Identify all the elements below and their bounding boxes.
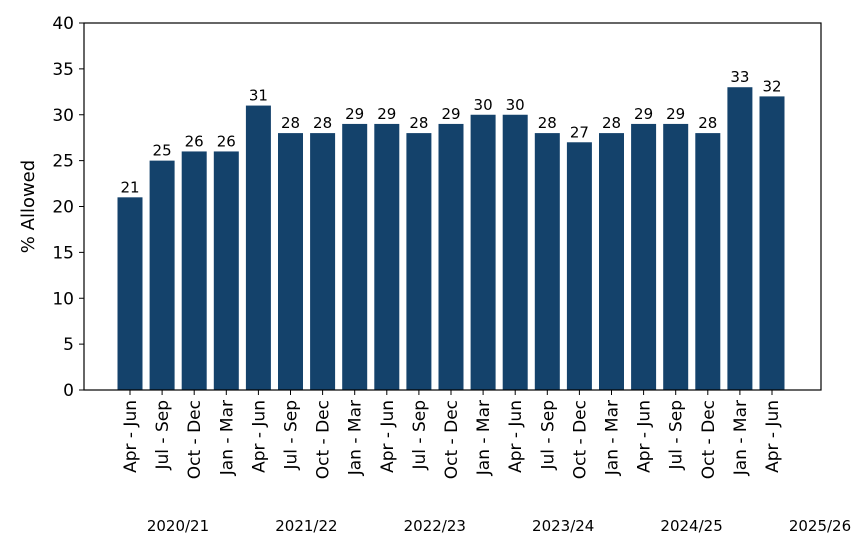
bar-value-label: 29 [441,105,460,123]
y-tick-label: 30 [52,106,74,126]
bar [502,114,528,390]
bar [117,197,143,390]
bar-value-label: 33 [730,68,749,86]
bar [759,96,785,391]
x-tick-label: Jul - Sep [282,400,302,471]
bar [599,133,624,390]
bar-value-label: 30 [474,96,493,114]
y-axis-title: % Allowed [18,160,39,253]
year-groups: 2020/21 2021/22 2022/23 2023/24 2024/25 2025/… [147,517,851,535]
bar [213,151,239,390]
bar-value-label: 31 [249,87,268,105]
x-tick-label: Jan - Mar [217,400,237,476]
x-tick-label: Oct - Dec [314,400,334,479]
year-group-label: 2022/23 [404,517,466,535]
bar [310,133,336,390]
x-tick-label: Apr - Jun [249,400,269,473]
bar [566,142,592,390]
y-tick-label: 0 [63,381,74,401]
x-tick-label: Apr - Jun [635,400,655,473]
year-group-label: 2020/21 [147,517,209,535]
bar [278,133,303,390]
x-tick-label: Apr - Jun [378,400,398,473]
bar-value-label: 26 [217,132,236,150]
bar [245,105,271,390]
year-group-label: 2024/25 [660,517,722,535]
data-labels-layer: 21 25 26 26 31 28 28 29 29 28 29 30 30 28 27 28 29 29 28 33… [120,68,781,196]
bar-value-label: 29 [377,105,396,123]
x-tick-label: Jan - Mar [346,400,366,476]
bar [727,87,753,390]
bar-value-label: 21 [120,178,139,196]
x-tick-label: Oct - Dec [442,400,462,479]
bar [374,123,400,391]
bar-value-label: 25 [153,142,172,160]
bar [470,114,496,390]
bar [438,123,464,391]
bar-value-label: 28 [602,114,621,132]
x-tick-label: Jul - Sep [538,400,558,471]
bar-value-label: 29 [345,105,364,123]
x-tick-label: Jul - Sep [153,400,173,471]
bar-value-label: 28 [313,114,332,132]
y-tick-label: 5 [63,335,74,355]
x-tick-label: Oct - Dec [185,400,205,479]
bar-value-label: 32 [762,77,781,95]
y-tick-label: 35 [52,60,74,80]
bar-value-label: 27 [570,123,589,141]
x-tick-label: Apr - Jun [121,400,141,473]
bar [149,160,175,390]
year-group-label: 2023/24 [532,517,594,535]
y-axis: 0 5 10 15 20 25 30 35 40 [52,14,84,401]
bar-value-label: 28 [281,114,300,132]
x-tick-label: Jan - Mar [603,400,623,476]
bar [406,133,432,390]
bar-value-label: 28 [698,114,717,132]
y-tick-label: 10 [52,289,74,309]
year-group-label: 2021/22 [275,517,337,535]
y-tick-label: 15 [52,243,74,263]
bar-value-label: 28 [409,114,428,132]
x-tick-label: Jan - Mar [731,400,751,476]
bar-value-label: 29 [634,105,653,123]
bar-value-label: 30 [506,96,525,114]
x-tick-label: Oct - Dec [699,400,719,479]
bars-layer [117,87,785,391]
bar [663,123,689,391]
x-tick-label: Jan - Mar [474,400,494,476]
y-tick-label: 20 [52,198,74,218]
x-axis: Apr - Jun Jul - Sep Oct - Dec Jan - Mar Apr … [121,390,783,479]
bar-value-label: 29 [666,105,685,123]
y-tick-label: 25 [52,152,74,172]
bar [342,123,368,391]
y-tick-label: 40 [52,14,74,34]
bar [631,123,657,391]
bar-value-label: 28 [538,114,557,132]
bar [181,151,207,390]
x-tick-label: Jul - Sep [410,400,430,471]
plot-frame [83,22,822,391]
bar [695,133,721,390]
x-tick-label: Jul - Sep [667,400,687,471]
x-tick-label: Apr - Jun [506,400,526,473]
x-tick-label: Oct - Dec [570,400,590,479]
bar-value-label: 26 [185,132,204,150]
year-group-label: 2025/26 [789,517,851,535]
x-tick-label: Apr - Jun [763,400,783,473]
bar [534,133,560,390]
